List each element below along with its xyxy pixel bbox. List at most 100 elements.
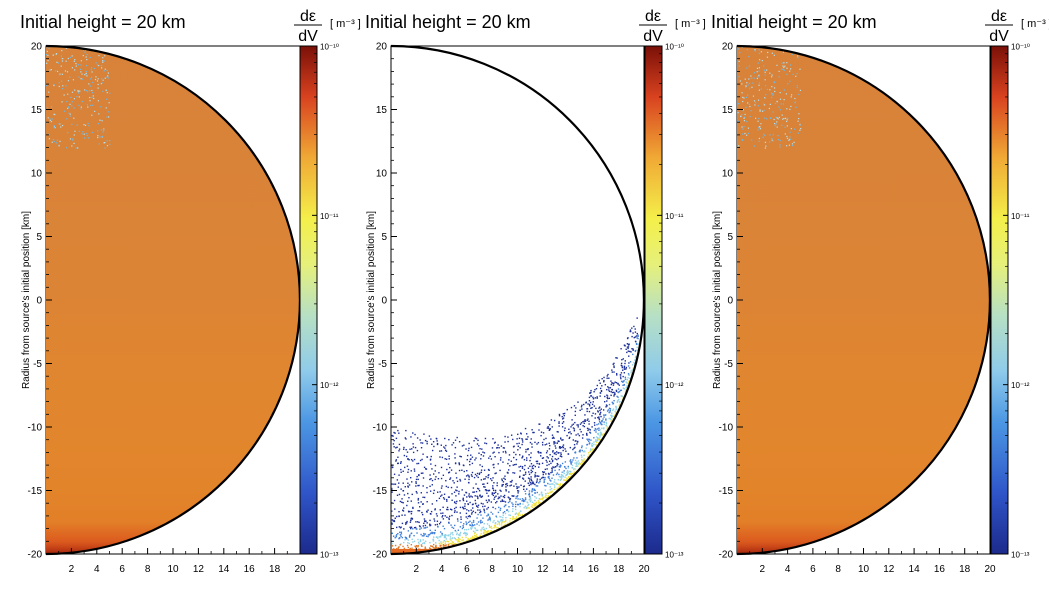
heatmap-speckle xyxy=(67,80,70,82)
heatmap-point xyxy=(469,501,471,504)
heatmap-point xyxy=(466,532,468,535)
heatmap-speckle xyxy=(101,67,103,69)
heatmap-point xyxy=(540,434,542,437)
heatmap-speckle xyxy=(85,56,87,58)
heatmap-point xyxy=(499,469,501,472)
heatmap-point xyxy=(523,506,525,509)
heatmap-point xyxy=(445,479,447,482)
heatmap-point xyxy=(626,379,628,381)
heatmap-point xyxy=(451,532,453,534)
heatmap-speckle xyxy=(92,81,94,84)
heatmap-speckle xyxy=(47,59,49,62)
heatmap-point xyxy=(596,428,599,430)
heatmap-speckle xyxy=(103,142,105,144)
heatmap-point xyxy=(443,536,446,539)
heatmap-point xyxy=(466,517,469,520)
heatmap-point xyxy=(587,429,589,432)
heatmap-point xyxy=(419,525,421,528)
heatmap-point xyxy=(589,401,592,404)
heatmap-point xyxy=(596,439,599,442)
heatmap-speckle xyxy=(738,48,740,50)
heatmap-point xyxy=(447,543,450,546)
heatmap-point xyxy=(621,366,624,369)
heatmap-point xyxy=(551,467,553,469)
heatmap-speckle xyxy=(104,68,106,70)
heatmap-speckle xyxy=(75,65,77,67)
heatmap-point xyxy=(545,459,547,462)
heatmap-point xyxy=(422,453,424,455)
heatmap-point xyxy=(581,408,583,410)
heatmap-point xyxy=(482,505,484,508)
heatmap-point xyxy=(556,483,558,485)
heatmap-point xyxy=(587,439,589,441)
heatmap-speckle xyxy=(787,83,789,85)
heatmap-point xyxy=(531,443,533,445)
heatmap-point xyxy=(412,541,414,543)
x-tick-label: 20 xyxy=(638,564,650,575)
heatmap-point xyxy=(616,395,618,398)
heatmap-speckle xyxy=(74,69,76,71)
heatmap-point xyxy=(578,434,581,437)
heatmap-point xyxy=(551,468,553,470)
heatmap-speckle xyxy=(758,127,760,129)
heatmap-point xyxy=(608,403,611,406)
heatmap-point xyxy=(562,445,564,448)
heatmap-point xyxy=(494,524,497,526)
heatmap-point xyxy=(464,478,466,480)
heatmap-point xyxy=(603,421,605,423)
heatmap-speckle xyxy=(105,107,107,109)
heatmap-point xyxy=(451,514,453,517)
heatmap-point xyxy=(570,462,572,464)
y-axis-label: Radius from source's initial position [k… xyxy=(712,211,723,389)
heatmap-point xyxy=(391,510,393,512)
heatmap-point xyxy=(439,509,441,511)
heatmap-point xyxy=(458,533,460,536)
heatmap-point xyxy=(520,432,522,434)
heatmap-point xyxy=(635,355,637,358)
heatmap-point xyxy=(511,495,513,497)
heatmap-point xyxy=(491,492,494,494)
heatmap-point xyxy=(453,491,456,493)
heatmap-point xyxy=(439,544,441,547)
heatmap-speckle xyxy=(771,137,773,140)
heatmap-point xyxy=(617,391,619,394)
heatmap-point xyxy=(564,448,566,450)
heatmap-point xyxy=(636,317,638,319)
heatmap-point xyxy=(477,521,480,523)
heatmap-point xyxy=(483,529,486,531)
heatmap-point xyxy=(450,469,453,471)
heatmap-speckle xyxy=(53,126,55,129)
heatmap-speckle xyxy=(109,92,111,94)
heatmap-speckle xyxy=(70,96,72,99)
heatmap-point xyxy=(632,353,634,356)
heatmap-speckle xyxy=(109,139,111,142)
heatmap-speckle xyxy=(57,62,59,64)
heatmap-point xyxy=(512,516,514,518)
heatmap-point xyxy=(628,362,630,364)
heatmap-point xyxy=(396,494,399,496)
heatmap-speckle xyxy=(104,141,106,144)
heatmap-point xyxy=(530,478,532,480)
heatmap-point xyxy=(627,337,629,339)
heatmap-point xyxy=(622,396,624,398)
heatmap-speckle xyxy=(98,64,100,67)
heatmap-speckle xyxy=(737,120,739,122)
heatmap-point xyxy=(565,480,567,482)
heatmap-point xyxy=(527,477,530,479)
heatmap-point xyxy=(437,537,439,539)
heatmap-point xyxy=(409,526,411,528)
heatmap-point xyxy=(395,534,398,536)
heatmap-point xyxy=(610,383,613,386)
heatmap-point xyxy=(524,471,527,473)
heatmap-point xyxy=(633,362,636,365)
heatmap-point xyxy=(513,463,516,466)
heatmap-speckle xyxy=(789,131,791,133)
y-tick-label: 0 xyxy=(727,296,733,307)
heatmap-point xyxy=(598,427,600,429)
heatmap-point xyxy=(611,401,614,404)
heatmap-point xyxy=(627,377,629,379)
y-tick-label: 5 xyxy=(727,232,733,243)
heatmap-point xyxy=(448,458,450,460)
heatmap-point xyxy=(424,468,427,470)
